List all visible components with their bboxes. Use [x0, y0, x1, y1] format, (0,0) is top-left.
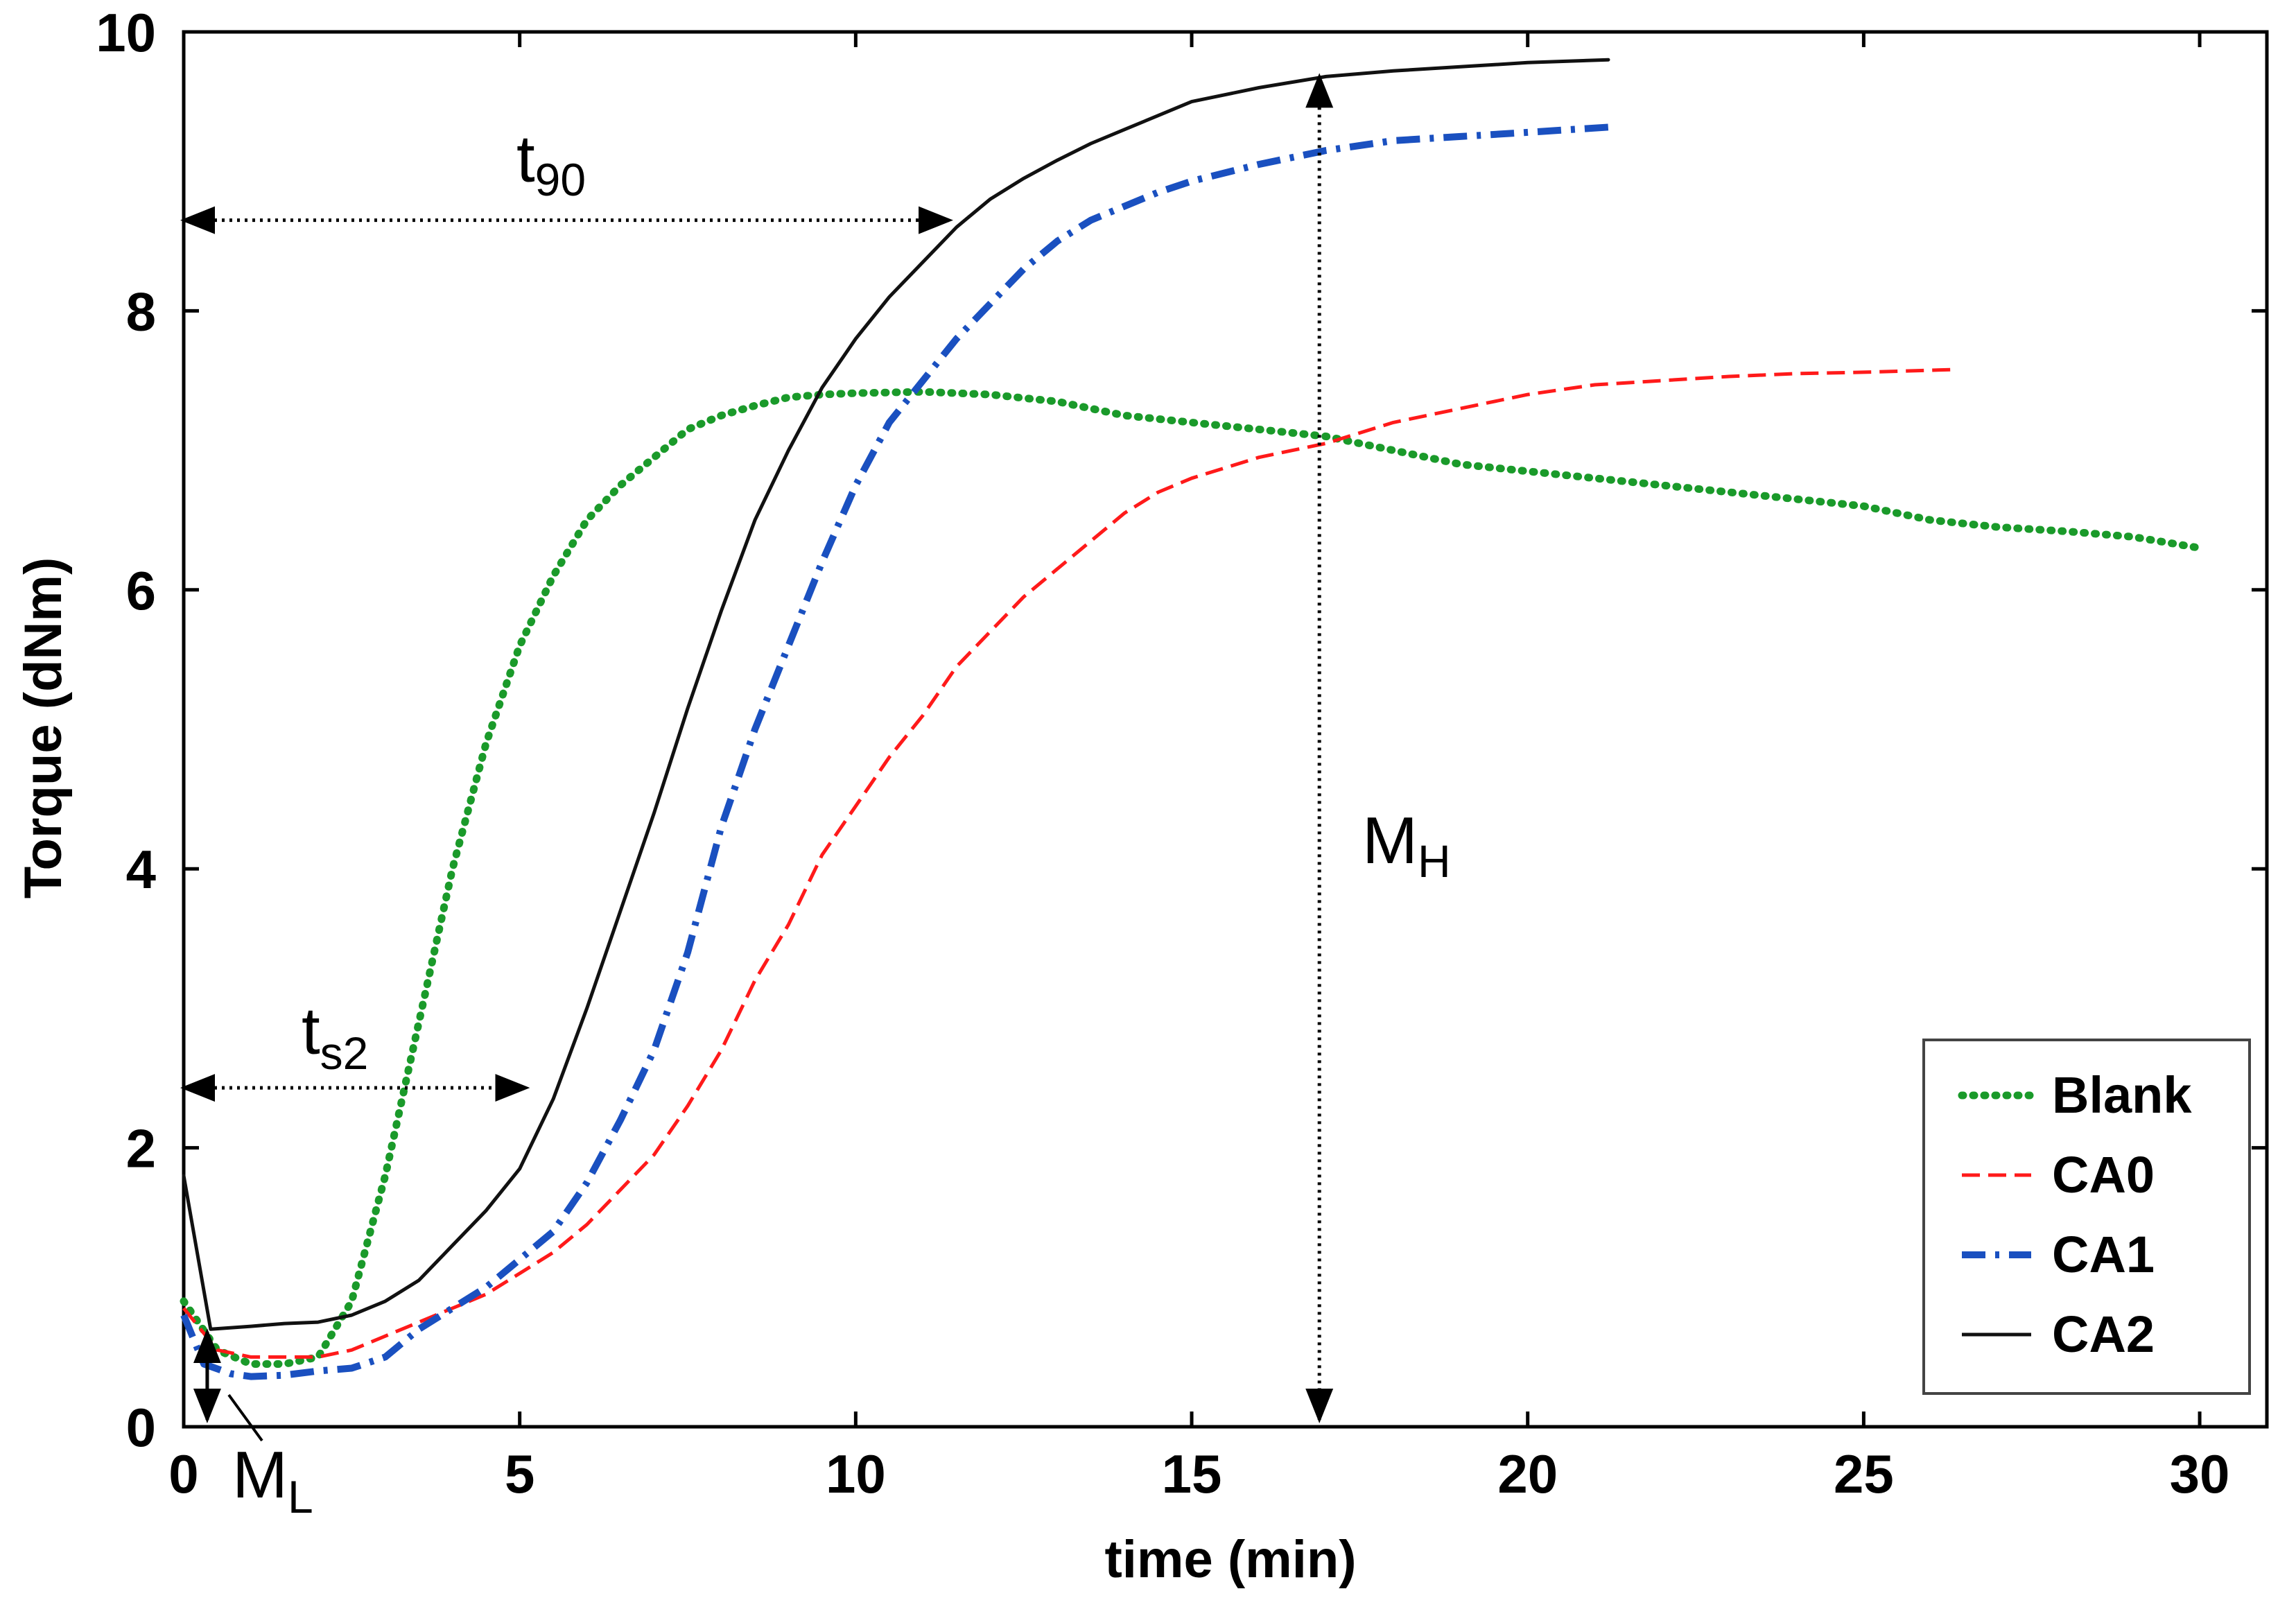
- mh-label-main: M: [1362, 804, 1418, 878]
- x-tick-label: 5: [505, 1443, 534, 1504]
- legend-label-ca1: CA1: [2052, 1226, 2155, 1283]
- x-axis-ticks: 0 5 10 15 20 25 30: [168, 32, 2229, 1504]
- mh-label: MH: [1362, 804, 1451, 887]
- t90-label: t90: [516, 122, 586, 205]
- ml-label-sub: L: [288, 1471, 313, 1522]
- mh-label-sub: H: [1418, 835, 1451, 887]
- series-line-ca1: [180, 123, 1616, 1380]
- x-tick-label: 15: [1162, 1443, 1222, 1504]
- ml-pointer-line: [227, 1393, 263, 1442]
- y-tick-label: 2: [126, 1118, 156, 1179]
- x-tick-label: 25: [1834, 1443, 1894, 1504]
- legend-label-ca0: CA0: [2052, 1146, 2155, 1204]
- annotation-layer: t90 ts2 MH ML: [180, 73, 1451, 1522]
- series-line-ca0: [182, 367, 1958, 1359]
- y-tick-label: 0: [126, 1397, 156, 1458]
- x-tick-label: 30: [2170, 1443, 2230, 1504]
- plot-area-frame: [182, 30, 2269, 1429]
- series-layer: [180, 58, 2204, 1380]
- ts2-label-sub: s2: [320, 1027, 369, 1079]
- x-tick-label: 10: [826, 1443, 886, 1504]
- ts2-label-main: t: [302, 994, 320, 1068]
- y-tick-label: 4: [126, 839, 156, 900]
- ml-label-main: M: [232, 1438, 288, 1512]
- series-line-blank: [180, 388, 2204, 1368]
- x-axis-title: time (min): [1104, 1530, 1356, 1589]
- y-tick-label: 8: [126, 281, 156, 342]
- x-tick-label: 20: [1497, 1443, 1558, 1504]
- y-axis-ticks: 0 2 4 6 8 10: [96, 2, 2267, 1458]
- t90-label-sub: 90: [535, 154, 586, 205]
- ts2-label: ts2: [302, 994, 368, 1079]
- y-tick-label: 6: [126, 560, 156, 621]
- t90-label-main: t: [516, 122, 535, 196]
- series-line-ca2: [182, 58, 1610, 1331]
- legend-label-ca2: CA2: [2052, 1305, 2155, 1363]
- ml-label: ML: [232, 1438, 313, 1522]
- x-tick-label: 0: [168, 1443, 198, 1504]
- legend: Blank CA0 CA1 CA2: [1922, 1039, 2251, 1395]
- y-tick-label: 10: [96, 2, 156, 63]
- y-axis-title: Torque (dNm): [14, 557, 73, 899]
- legend-label-blank: Blank: [2052, 1066, 2192, 1124]
